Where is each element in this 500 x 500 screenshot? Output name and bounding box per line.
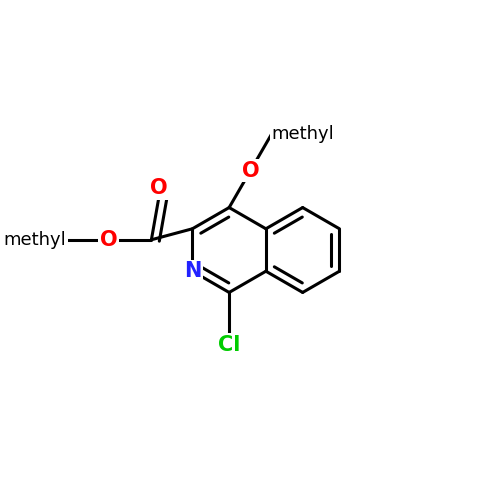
Text: methyl: methyl: [272, 125, 334, 143]
Text: O: O: [100, 230, 118, 250]
Text: O: O: [242, 161, 259, 181]
Text: Cl: Cl: [218, 335, 240, 355]
Text: O: O: [150, 178, 168, 198]
Text: N: N: [184, 261, 201, 281]
Text: methyl: methyl: [4, 231, 66, 249]
